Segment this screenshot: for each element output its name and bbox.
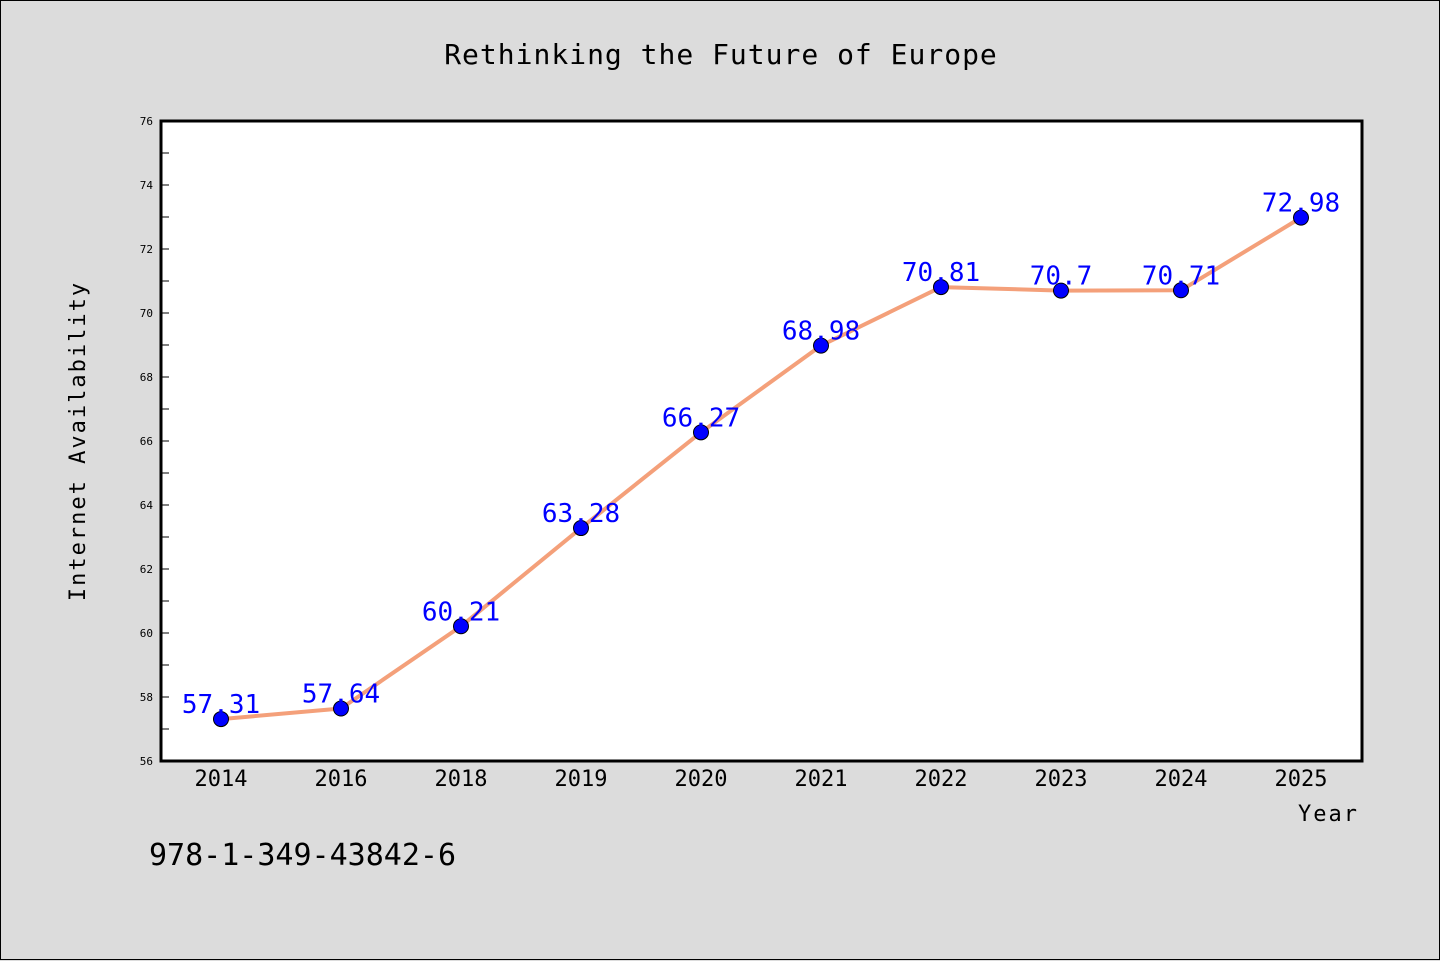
y-axis: 56 58 60 62 64 66 68 70 72 74 76 [140, 115, 169, 768]
data-label: 57.31 [182, 690, 260, 720]
data-point [1173, 282, 1189, 299]
data-point [933, 279, 949, 296]
y-tick-label: 76 [140, 115, 153, 128]
x-tick-label: 2021 [795, 767, 848, 792]
x-axis-label: Year [1298, 802, 1359, 827]
data-point [1053, 282, 1069, 299]
x-tick-label: 2022 [915, 767, 968, 792]
data-point [573, 520, 589, 537]
y-tick-label: 66 [140, 435, 153, 448]
data-label: 70.7 [1030, 262, 1093, 292]
y-tick-label: 70 [140, 307, 153, 320]
series-line [220, 215, 1303, 722]
y-tick-label: 56 [140, 755, 153, 768]
x-tick-label: 2016 [315, 767, 368, 792]
x-tick-label: 2020 [675, 767, 728, 792]
data-label: 70.71 [1142, 261, 1220, 291]
data-label: 68.98 [782, 317, 860, 347]
data-point [333, 700, 349, 717]
x-tick-label: 2024 [1155, 767, 1208, 792]
data-label: 66.27 [662, 403, 740, 433]
x-tick-label: 2025 [1275, 767, 1328, 792]
data-point [453, 618, 469, 635]
data-label: 70.81 [902, 258, 980, 288]
x-tick-label: 2018 [435, 767, 488, 792]
data-point [813, 337, 829, 354]
isbn-footnote: 978-1-349-43842-6 [149, 838, 456, 873]
y-axis-label: Internet Availability [66, 281, 91, 601]
x-tick-label: 2019 [555, 767, 608, 792]
y-tick-label: 62 [140, 563, 153, 576]
data-point [213, 711, 229, 728]
y-tick-label: 58 [140, 691, 153, 704]
y-tick-label: 74 [140, 179, 154, 192]
series-group: 57.31 57.64 60.21 63.28 66.27 68.98 70.81 70.7 7… [182, 189, 1340, 728]
x-tick-label: 2023 [1035, 767, 1088, 792]
data-label: 60.21 [422, 597, 500, 627]
y-tick-label: 68 [140, 371, 153, 384]
data-label: 72.98 [1262, 189, 1340, 219]
x-axis: 2014 2016 2018 2019 2020 2021 2022 2023 2024 2025 [195, 767, 1328, 792]
chart-title: Rethinking the Future of Europe [444, 38, 998, 71]
data-label: 57.64 [302, 680, 380, 710]
plot-area [159, 119, 1364, 763]
y-tick-label: 64 [140, 499, 154, 512]
data-point [1293, 209, 1309, 226]
x-tick-label: 2014 [195, 767, 248, 792]
data-label: 63.28 [542, 499, 620, 529]
y-tick-label: 72 [140, 243, 153, 256]
data-point [693, 424, 709, 441]
y-tick-label: 60 [140, 627, 153, 640]
